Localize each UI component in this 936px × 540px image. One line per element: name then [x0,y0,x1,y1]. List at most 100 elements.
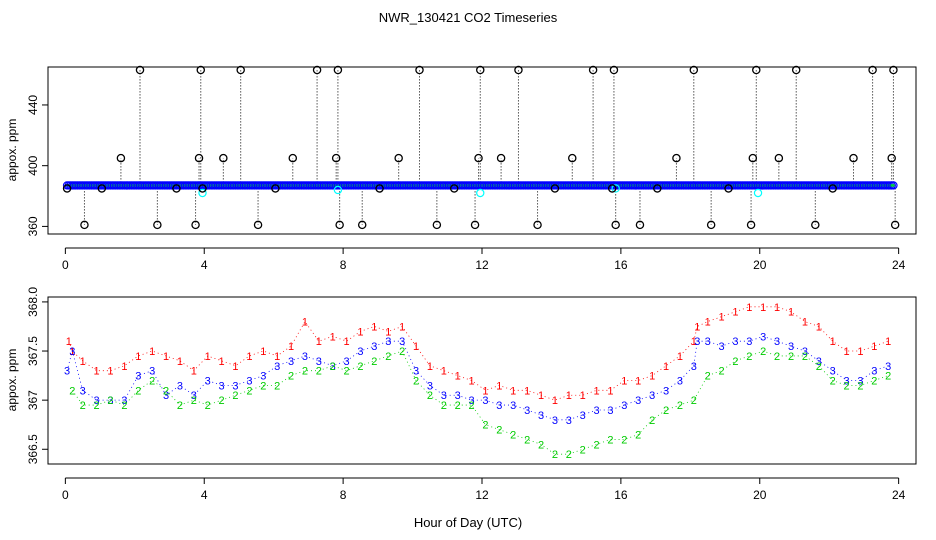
series-3-point: 3 [788,341,794,353]
cyan-point [753,188,763,198]
series-2-point: 2 [344,366,350,378]
spike-point [97,184,107,193]
series-3-point: 3 [469,395,475,407]
series-2-point: 2 [94,400,100,412]
series-1-point: 1 [830,336,836,348]
series-3-point: 3 [857,376,863,388]
bottom-y-tick-label: 368.0 [26,287,40,317]
series-3-point: 3 [135,371,141,383]
series-2-point: 2 [246,385,252,397]
series-2-point: 2 [552,449,558,461]
series-2-point: 2 [746,351,752,363]
series-3-point: 3 [219,380,225,392]
top-y-tick-label: 360 [26,216,40,236]
spike-point [849,153,858,163]
series-1-point: 1 [427,361,433,373]
series-1-point: 1 [816,321,822,333]
top-plot-frame [47,66,917,235]
series-1-point: 1 [135,351,141,363]
series-2-point: 2 [816,361,822,373]
spike-point [791,65,801,75]
spike-point [196,65,206,75]
series-1-point: 1 [496,380,502,392]
series-3-point: 3 [80,385,86,397]
series-1-point: 1 [566,390,572,402]
series-2-point: 2 [566,449,572,461]
series-2-point: 2 [330,361,336,373]
series-1-line [68,306,889,401]
spike-point [868,65,877,75]
spike-point [375,184,384,193]
series-3-point: 3 [121,395,127,407]
series-2-point: 2 [524,434,530,446]
series-3-point: 3 [357,346,363,358]
series-3-point: 3 [871,366,877,378]
spike-point [253,220,263,230]
series-3-point: 3 [246,376,252,388]
series-1-point: 1 [357,326,363,338]
series-3-point: 3 [760,331,766,343]
bottom-ylabel: appox. ppm [5,349,19,412]
series-3-point: 3 [677,376,683,388]
series-1-point: 1 [552,395,558,407]
series-2-point: 2 [885,371,891,383]
series-3-point: 3 [830,366,836,378]
spike-point [889,65,898,75]
series-1-point: 1 [260,346,266,358]
series-3-point: 3 [694,336,700,348]
series-2-point: 2 [274,380,280,392]
top-x-tick-label: 4 [201,258,208,272]
series-2-point: 2 [163,385,169,397]
series-1-point: 1 [371,321,377,333]
series-2-point: 2 [594,439,600,451]
spike-point [476,65,485,75]
series-2-point: 2 [857,380,863,392]
series-3-point: 3 [885,361,891,373]
spike-point [415,65,424,75]
series-3-point: 3 [663,385,669,397]
series-2-point: 2 [607,434,613,446]
spike-point [672,153,681,163]
spike-point [394,153,403,163]
series-2-point: 2 [732,356,738,368]
series-1-point: 1 [288,341,294,353]
series-2-point: 2 [121,400,127,412]
series-1-point: 1 [524,385,530,397]
series-3-point: 3 [816,356,822,368]
series-2-point: 2 [413,376,419,388]
x-axis-label: Hour of Day (UTC) [414,515,522,530]
series-2-point: 2 [427,390,433,402]
series-2-point: 2 [469,400,475,412]
series-3-point: 3 [163,390,169,402]
series-3-point: 3 [149,366,155,378]
series-1-point: 1 [788,307,794,319]
series-1-point: 1 [510,385,516,397]
bottom-y-tick-label: 367 [26,390,40,410]
spike-point [80,220,89,230]
series-3-point: 3 [232,380,238,392]
spike-point [752,65,761,75]
spike-point [496,153,506,163]
series-1-point: 1 [177,356,183,368]
series-2-point: 2 [580,444,586,456]
spike-point [449,184,459,193]
series-1-point: 1 [274,351,280,363]
spike-point [689,65,699,75]
series-1-point: 1 [69,346,75,358]
top-x-tick-label: 8 [340,258,347,272]
series-1-point: 1 [330,331,336,343]
series-3-point: 3 [594,405,600,417]
series-3-point: 3 [843,376,849,388]
series-3-point: 3 [177,380,183,392]
cyan-point [333,185,343,195]
series-2-point: 2 [232,390,238,402]
spike-point [135,65,145,75]
spike-point [288,153,298,163]
spike-point [746,220,756,230]
spike-point [236,65,245,75]
series-1-point: 1 [80,356,86,368]
series-1-point: 1 [594,385,600,397]
top-marks [62,65,900,230]
spike-point [533,220,542,230]
